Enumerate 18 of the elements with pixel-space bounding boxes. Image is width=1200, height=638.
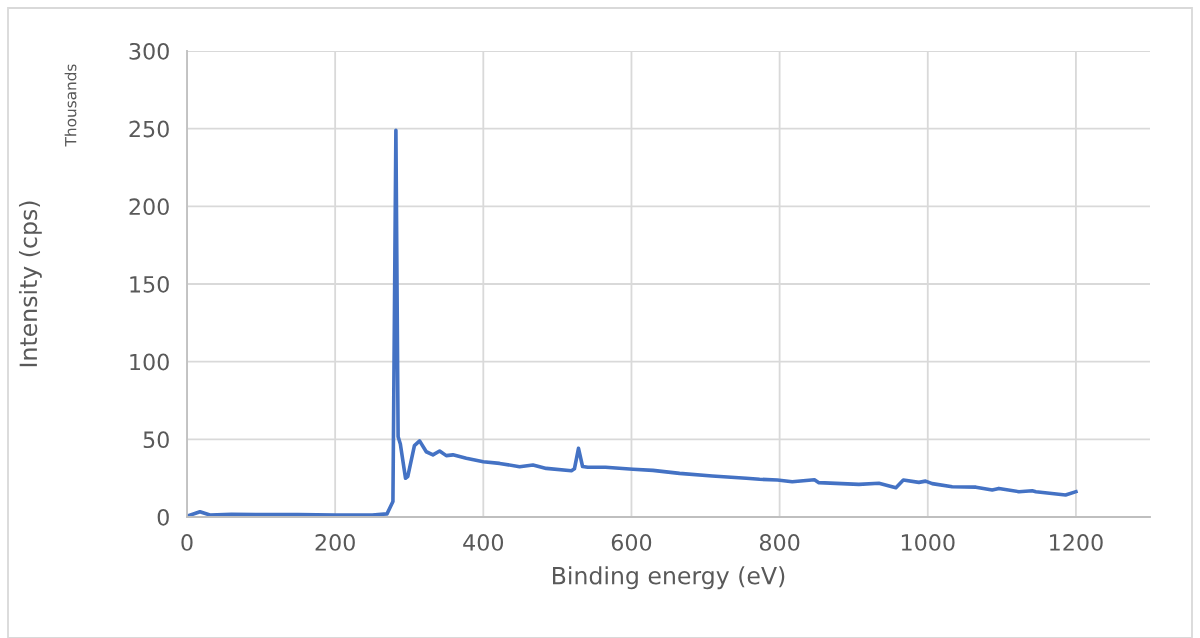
text: Thousands [64,64,77,147]
y-tick-label: 200 [129,198,169,216]
x-tick-label: 800 [759,534,800,551]
x-tick-label: 1200 [1050,534,1103,551]
x-tick-label: 400 [463,534,504,551]
x-axis-title: Binding energy (eV) [553,566,785,590]
y-axis-title: Intensity (cps) [18,201,42,367]
x-tick-label: 200 [315,534,355,551]
x-tick-label: 600 [611,534,652,551]
y-tick-label: 0 [157,508,169,526]
line-series [187,128,1078,517]
y-tick-label: 50 [143,431,169,449]
x-tick-label: 0 [181,534,193,551]
y-tick-label: 150 [130,275,169,293]
y-tick-label: 250 [129,120,169,138]
x-tick-label: 1000 [901,534,955,551]
y-tick-label: 100 [130,353,169,371]
y-tick-label: 300 [129,42,169,60]
